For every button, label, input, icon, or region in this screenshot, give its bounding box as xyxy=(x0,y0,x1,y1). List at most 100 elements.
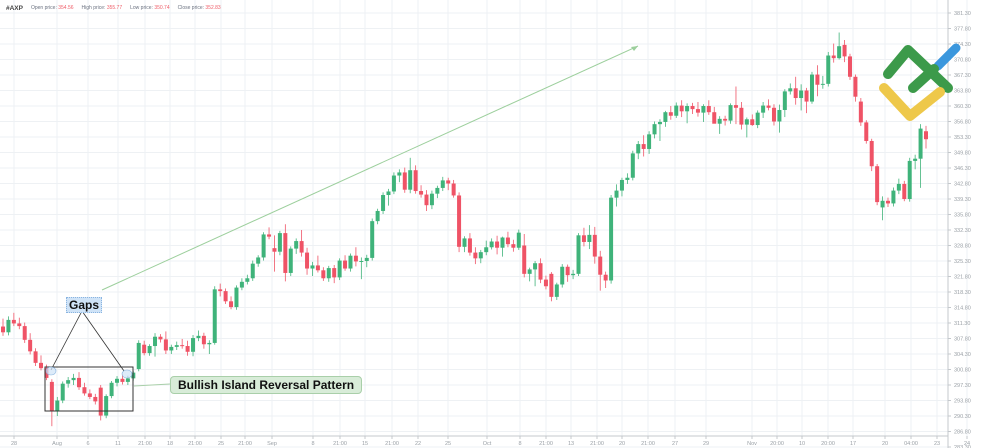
candle xyxy=(695,102,700,117)
candle xyxy=(158,334,163,343)
candle xyxy=(804,87,809,114)
candle xyxy=(478,249,483,264)
trend-line xyxy=(101,45,639,291)
candle xyxy=(820,75,825,89)
candle xyxy=(256,255,261,267)
price-tick-label: 367.30 xyxy=(954,73,971,79)
price-tick-label: 381.30 xyxy=(954,11,971,17)
candle xyxy=(750,114,755,126)
candle xyxy=(598,250,603,291)
candle xyxy=(207,340,212,354)
time-tick-label: Aug xyxy=(52,441,62,447)
candle xyxy=(565,264,570,282)
time-tick-label: Nov xyxy=(747,441,757,447)
open-label: Open price: xyxy=(30,5,57,11)
candle xyxy=(766,99,771,111)
price-axis[interactable]: 381.30 377.80 374.30 370.80 367.30 363.80 360.… xyxy=(947,0,971,448)
candle xyxy=(630,150,635,181)
candle xyxy=(554,282,559,300)
time-tick-label: 22 xyxy=(415,441,421,447)
price-tick-label: 297.30 xyxy=(954,383,971,389)
price-tick-label: 311.30 xyxy=(954,321,970,327)
candle xyxy=(310,261,315,277)
candle xyxy=(837,32,842,60)
price-tick-label: 318.30 xyxy=(954,290,971,296)
candle xyxy=(413,165,418,194)
low-price: Low price: 350.74 xyxy=(130,5,169,11)
candle xyxy=(799,84,804,111)
candle xyxy=(87,389,92,400)
time-tick-label: 21:00 xyxy=(590,441,604,447)
close-price: Close price: 352.83 xyxy=(178,5,221,11)
time-tick-label: 21:00 xyxy=(188,441,202,447)
chart-grid xyxy=(0,0,968,448)
time-axis[interactable]: 28 Aug 6 11 21:00 18 21:00 25 21:00 Sep 8 21:00 15 21… xyxy=(0,435,970,447)
annotation-overlay xyxy=(44,45,639,412)
candle xyxy=(701,104,706,122)
candle xyxy=(489,238,494,250)
candle xyxy=(294,238,299,254)
candle xyxy=(885,197,890,207)
price-tick-label: 328.80 xyxy=(954,244,971,250)
candle xyxy=(858,98,863,126)
candle xyxy=(495,235,500,255)
gap-pointer-left xyxy=(50,310,83,371)
candle xyxy=(788,83,793,95)
candle xyxy=(522,233,527,278)
time-tick-label: 24 xyxy=(964,441,970,447)
candle xyxy=(723,115,728,126)
price-tick-label: 314.80 xyxy=(954,306,971,312)
candle xyxy=(652,121,657,139)
candle xyxy=(440,176,445,192)
candle xyxy=(739,102,744,130)
price-tick-label: 374.30 xyxy=(954,42,971,48)
candle xyxy=(755,110,760,129)
candle xyxy=(272,235,277,272)
gap-marker-right xyxy=(121,369,133,379)
candle xyxy=(587,225,592,250)
candle xyxy=(641,135,646,157)
brand-logo-icon xyxy=(879,43,961,121)
candle xyxy=(533,261,538,287)
time-tick-label: 10 xyxy=(799,441,805,447)
candle xyxy=(880,196,885,221)
candle xyxy=(386,188,391,206)
price-tick-label: 286.80 xyxy=(954,430,971,436)
candle xyxy=(337,258,342,281)
candle xyxy=(201,332,206,349)
candle xyxy=(180,338,185,349)
time-tick-label: Sep xyxy=(267,441,277,447)
time-tick-label: 27 xyxy=(672,441,678,447)
candle xyxy=(560,264,565,288)
candle xyxy=(147,344,152,356)
candle xyxy=(706,100,711,115)
candle xyxy=(847,53,852,80)
candle xyxy=(55,396,60,416)
candle xyxy=(435,185,440,199)
high-label: High price: xyxy=(81,5,106,11)
candle xyxy=(234,285,239,310)
trend-arrow-head xyxy=(631,46,638,51)
time-tick-label: 29 xyxy=(703,441,709,447)
time-tick-label: 8 xyxy=(518,441,521,447)
candle xyxy=(77,372,82,390)
candle xyxy=(467,233,472,256)
time-tick-label: 21:00 xyxy=(333,441,347,447)
high-price: High price: 355.77 xyxy=(82,5,123,11)
candle xyxy=(603,271,608,289)
candle xyxy=(571,269,576,280)
time-tick-label: Oct xyxy=(483,441,492,447)
candle xyxy=(864,120,869,144)
candle xyxy=(174,341,179,351)
candle xyxy=(771,104,776,126)
candle xyxy=(348,253,353,272)
candle xyxy=(576,233,581,277)
time-tick-label: 23 xyxy=(934,441,940,447)
price-tick-label: 293.80 xyxy=(954,399,971,405)
candle xyxy=(71,373,76,385)
low-label: Low price: xyxy=(130,5,153,11)
candle xyxy=(647,131,652,154)
candle xyxy=(657,119,662,141)
candle xyxy=(733,86,738,125)
